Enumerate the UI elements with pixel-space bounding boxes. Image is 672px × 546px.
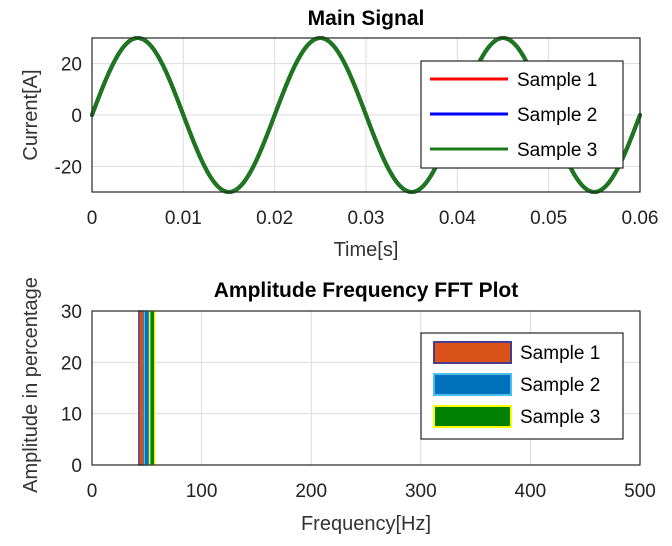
main-signal-x-tick-label: 0.04: [439, 208, 476, 229]
fft-bar-sample-2: [143, 310, 151, 466]
fft-x-tick-label: 400: [515, 481, 547, 502]
fft-bar-sample-3: [149, 310, 156, 466]
legend-swatch-sample-1: [433, 341, 512, 364]
fft-y-tick-label: 20: [61, 353, 82, 374]
legend-swatch-sample-3: [433, 405, 512, 428]
fft-title: Amplitude Frequency FFT Plot: [214, 279, 519, 302]
fft-y-ticks: 0 10 20 30: [61, 302, 82, 477]
main-signal-x-ticks: 0 0.01 0.02 0.03 0.04 0.05 0.06: [87, 208, 659, 229]
legend-label-sample-1: Sample 1: [517, 70, 597, 91]
fft-legend-label-sample-1: Sample 1: [520, 343, 600, 364]
fft-y-tick-label: 30: [61, 302, 82, 323]
main-signal-x-tick-label: 0.06: [622, 208, 659, 229]
main-signal-y-tick-label: 0: [71, 106, 82, 127]
fft-y-tick-label: 0: [71, 456, 82, 477]
fft-chart: Amplitude Frequency FFT Plot 0 100 200 300 4…: [20, 277, 656, 535]
fft-x-label: Frequency[Hz]: [301, 513, 431, 535]
fft-axes-box: [91, 310, 641, 466]
main-signal-axes-box: [91, 37, 641, 193]
fft-legend-label-sample-2: Sample 2: [520, 375, 600, 396]
legend-label-sample-2: Sample 2: [517, 105, 597, 126]
main-signal-y-label: Current[A]: [20, 69, 42, 160]
fft-y-tick-label: 10: [61, 405, 82, 426]
fft-x-tick-label: 500: [624, 481, 656, 502]
fft-y-label: Amplitude in percentage: [20, 277, 42, 493]
main-signal-x-label: Time[s]: [334, 239, 399, 261]
main-signal-x-tick-label: 0.03: [348, 208, 385, 229]
main-signal-x-tick-label: 0.02: [256, 208, 293, 229]
main-signal-legend: Sample 1 Sample 2 Sample 3: [420, 60, 624, 169]
fft-bars: [138, 310, 156, 466]
main-signal-x-tick-label: 0.05: [530, 208, 567, 229]
main-signal-title: Main Signal: [308, 7, 425, 30]
main-signal-y-tick-label: 20: [61, 55, 82, 76]
fft-legend: Sample 1 Sample 2 Sample 3: [420, 332, 624, 440]
fft-legend-label-sample-3: Sample 3: [520, 407, 600, 428]
main-signal-chart: Main Signal 0 0.01 0.02 0.03 0.04 0.05 0.06 -2…: [20, 7, 658, 261]
fft-x-tick-label: 300: [405, 481, 437, 502]
fft-bar-sample-1: [138, 310, 145, 466]
main-signal-y-ticks: -20 0 20: [55, 55, 82, 179]
main-signal-x-tick-label: 0: [87, 208, 98, 229]
main-signal-x-tick-label: 0.01: [165, 208, 202, 229]
fft-x-tick-label: 100: [186, 481, 218, 502]
legend-swatch-sample-2: [433, 373, 512, 396]
fft-x-tick-label: 200: [295, 481, 327, 502]
legend-label-sample-3: Sample 3: [517, 140, 597, 161]
fft-x-ticks: 0 100 200 300 400 500: [87, 481, 656, 502]
main-signal-y-tick-label: -20: [55, 157, 82, 178]
fft-x-tick-label: 0: [87, 481, 98, 502]
